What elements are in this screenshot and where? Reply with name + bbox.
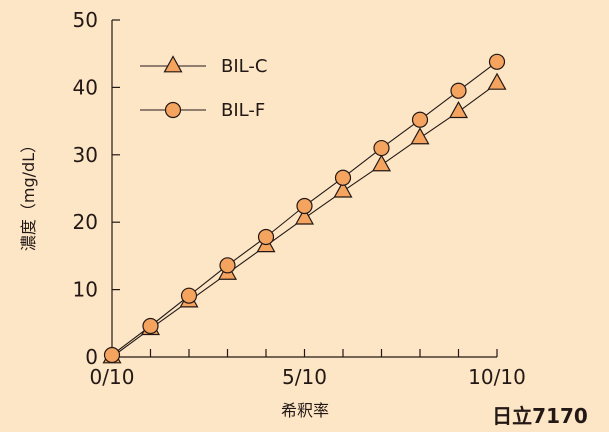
circle-marker <box>180 287 198 304</box>
circle-marker <box>142 317 159 335</box>
legend-item-bil-c: BIL-C <box>140 55 267 77</box>
circle-marker <box>164 101 182 119</box>
circle-marker <box>488 53 506 70</box>
triangle-marker <box>333 180 353 198</box>
y-tick-label: 20 <box>73 210 98 234</box>
legend-label: BIL-F <box>221 100 265 121</box>
circle-marker <box>334 169 352 186</box>
circle-marker <box>296 197 313 215</box>
circle-marker <box>103 346 121 364</box>
footnote: 日立7170 <box>492 404 588 427</box>
y-tick-label: 50 <box>73 8 98 32</box>
x-tick-label: 0/10 <box>90 365 135 389</box>
x-tick-label: 10/10 <box>468 365 526 389</box>
x-axis-label: 希釈率 <box>281 401 329 420</box>
series-markers-bil-f <box>103 53 506 364</box>
triangle-marker <box>371 154 392 172</box>
y-tick-label: 10 <box>73 278 98 302</box>
y-tick-label: 0 <box>85 345 98 369</box>
y-tick-label: 30 <box>73 143 98 167</box>
circle-marker <box>373 139 390 157</box>
x-tick-label: 5/10 <box>282 365 327 389</box>
circle-marker <box>219 257 236 274</box>
series-layer <box>102 53 507 364</box>
legend: BIL-C BIL-F <box>140 55 267 121</box>
triangle-marker <box>448 100 469 119</box>
legend-item-bil-f: BIL-F <box>140 100 265 121</box>
triangle-marker <box>410 127 430 145</box>
y-axis-label: 濃度（mg/dL） <box>19 137 38 251</box>
circle-marker <box>411 111 429 128</box>
circle-marker <box>257 228 275 246</box>
legend-label: BIL-C <box>221 56 267 77</box>
triangle-marker <box>163 55 183 73</box>
circle-marker <box>450 82 467 99</box>
y-tick-label: 40 <box>73 75 98 99</box>
triangle-marker <box>294 207 315 225</box>
triangle-marker <box>487 72 507 90</box>
axes: 0 10 20 30 40 50 0/10 5/10 10/10 <box>73 8 526 389</box>
